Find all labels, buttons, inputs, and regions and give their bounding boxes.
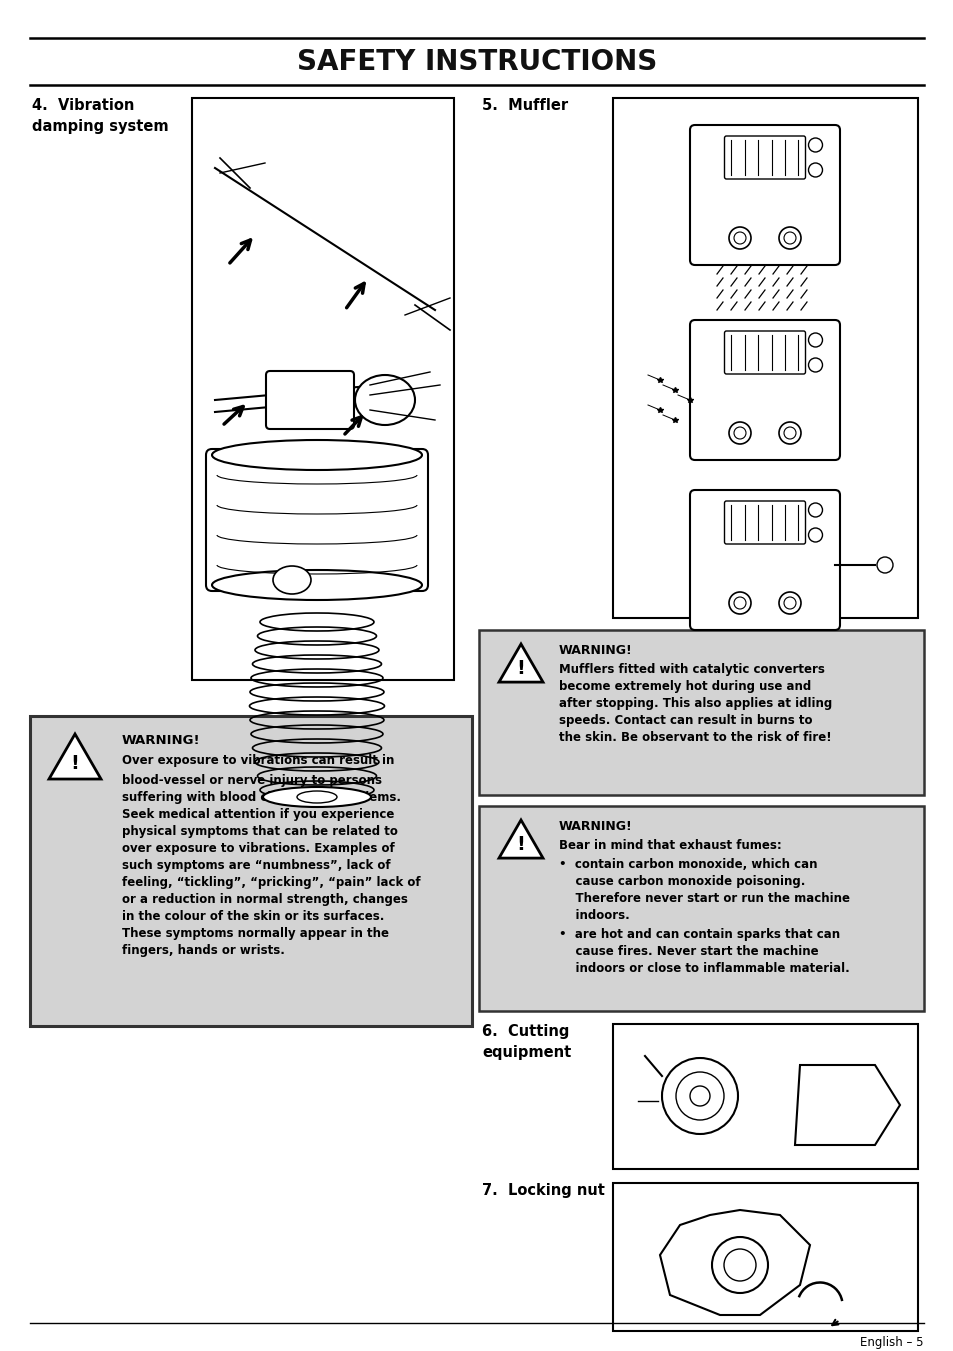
- FancyBboxPatch shape: [478, 630, 923, 794]
- Text: 6.  Cutting
equipment: 6. Cutting equipment: [481, 1024, 571, 1061]
- Text: blood-vessel or nerve injury to persons
suffering with blood circulation problem: blood-vessel or nerve injury to persons …: [122, 774, 420, 957]
- FancyBboxPatch shape: [613, 1183, 917, 1331]
- Ellipse shape: [355, 376, 415, 426]
- Polygon shape: [794, 1065, 899, 1146]
- FancyBboxPatch shape: [689, 126, 840, 265]
- Text: Over exposure to vibrations can result in: Over exposure to vibrations can result i…: [122, 754, 394, 767]
- Ellipse shape: [212, 570, 421, 600]
- Polygon shape: [498, 644, 542, 682]
- Text: Mufflers fitted with catalytic converters
become extremely hot during use and
af: Mufflers fitted with catalytic converter…: [558, 663, 831, 744]
- Text: !: !: [516, 659, 525, 678]
- FancyBboxPatch shape: [613, 1024, 917, 1169]
- Ellipse shape: [212, 440, 421, 470]
- Text: •  contain carbon monoxide, which can
    cause carbon monoxide poisoning.
    T: • contain carbon monoxide, which can cau…: [558, 858, 849, 921]
- FancyBboxPatch shape: [192, 99, 454, 680]
- FancyBboxPatch shape: [723, 331, 804, 374]
- FancyBboxPatch shape: [30, 716, 472, 1025]
- FancyBboxPatch shape: [689, 320, 840, 459]
- Text: •  are hot and can contain sparks that can
    cause fires. Never start the mach: • are hot and can contain sparks that ca…: [558, 928, 849, 975]
- FancyBboxPatch shape: [266, 372, 354, 430]
- FancyBboxPatch shape: [723, 501, 804, 544]
- Polygon shape: [659, 1210, 809, 1315]
- FancyBboxPatch shape: [689, 490, 840, 630]
- Text: 5.  Muffler: 5. Muffler: [481, 99, 568, 113]
- FancyBboxPatch shape: [723, 136, 804, 178]
- Text: !: !: [71, 754, 79, 773]
- FancyBboxPatch shape: [613, 99, 917, 617]
- Text: SAFETY INSTRUCTIONS: SAFETY INSTRUCTIONS: [296, 47, 657, 76]
- FancyBboxPatch shape: [206, 449, 428, 590]
- Text: English – 5: English – 5: [860, 1336, 923, 1350]
- Text: 7.  Locking nut: 7. Locking nut: [481, 1183, 604, 1198]
- Ellipse shape: [296, 790, 336, 802]
- Ellipse shape: [263, 788, 371, 807]
- Text: !: !: [516, 835, 525, 854]
- Text: Bear in mind that exhaust fumes:: Bear in mind that exhaust fumes:: [558, 839, 781, 852]
- Ellipse shape: [273, 566, 311, 594]
- Text: 4.  Vibration
damping system: 4. Vibration damping system: [32, 99, 169, 134]
- Text: WARNING!: WARNING!: [122, 734, 200, 747]
- Text: WARNING!: WARNING!: [558, 644, 632, 657]
- Text: WARNING!: WARNING!: [558, 820, 632, 834]
- Polygon shape: [498, 820, 542, 858]
- FancyBboxPatch shape: [478, 807, 923, 1011]
- Polygon shape: [49, 734, 101, 780]
